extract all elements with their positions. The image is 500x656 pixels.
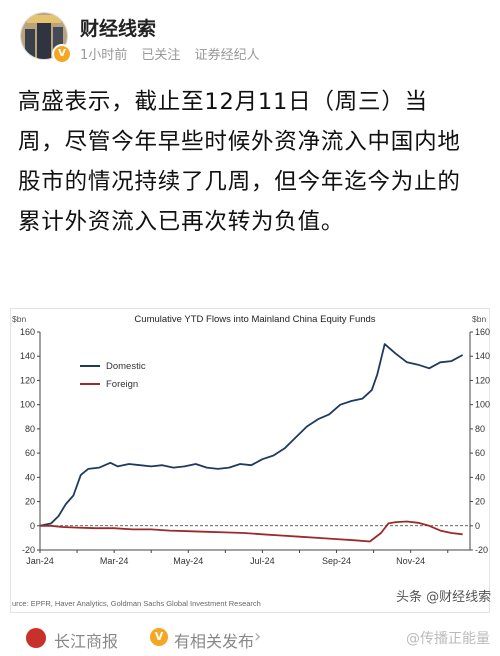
y-tick-label-right: 80 (475, 424, 485, 434)
post-meta: 1小时前 已关注 证券经纪人 (80, 44, 270, 63)
y-tick-label-right: 120 (475, 375, 490, 385)
y-axis-label-left: $bn (12, 314, 26, 324)
toutiao-watermark: 头条 @财经线索 (396, 590, 492, 605)
y-tick-label: 120 (20, 375, 35, 385)
y-tick-label: 0 (30, 521, 35, 531)
y-tick-label: 140 (20, 351, 35, 361)
post-header: V 财经线索 1小时前 已关注 证券经纪人 (0, 0, 500, 72)
chart-title: Cumulative YTD Flows into Mainland China… (134, 314, 375, 325)
x-tick-label: Jul-24 (250, 556, 275, 566)
x-tick-label: Nov-24 (396, 556, 425, 566)
follow-status[interactable]: 已关注 (141, 48, 181, 63)
verified-small-icon: V (150, 628, 168, 646)
source-logo-icon (26, 628, 46, 648)
x-tick-label: Sep-24 (322, 556, 351, 566)
legend-label: Foreign (106, 379, 138, 390)
x-tick-label: Jan-24 (26, 556, 54, 566)
x-tick-label: May-24 (173, 556, 203, 566)
post-time: 1小时前 (80, 48, 128, 63)
y-tick-label: -20 (22, 545, 35, 555)
y-axis-label-right: $bn (472, 314, 486, 324)
x-tick-label: Mar-24 (100, 556, 129, 566)
chart-frame (10, 308, 490, 613)
y-tick-label-right: 40 (475, 472, 485, 482)
y-tick-label-right: 60 (475, 448, 485, 458)
y-tick-label: 40 (25, 472, 35, 482)
post-text: 高盛表示，截止至12月11日（周三）当周，尽管今年早些时候外资净流入中国内地股市… (18, 89, 461, 235)
y-tick-label-right: 20 (475, 497, 485, 507)
series-line-domestic (39, 343, 464, 527)
y-tick-label-right: 0 (475, 521, 480, 531)
source-name[interactable]: 长江商报 (54, 632, 119, 651)
post-footer: 长江商报 V 有相关发布 › @传播正能量 (0, 620, 500, 656)
y-tick-label-right: 160 (475, 327, 490, 337)
related-link[interactable]: 有相关发布 (174, 632, 255, 651)
footer-watermark: @传播正能量 (406, 631, 490, 647)
y-tick-label-right: 100 (475, 400, 490, 410)
author-name[interactable]: 财经线索 (80, 18, 157, 40)
verified-badge-icon: V (52, 44, 72, 64)
flows-chart: Cumulative YTD Flows into Mainland China… (10, 308, 490, 613)
author-role: 证券经纪人 (194, 48, 260, 63)
chart-source: urce: EPFR, Haver Analytics, Goldman Sac… (12, 599, 261, 608)
y-tick-label: 100 (20, 400, 35, 410)
y-tick-label-right: 140 (475, 351, 490, 361)
y-tick-label: 80 (25, 424, 35, 434)
y-tick-label: 20 (25, 497, 35, 507)
series-line-foreign (40, 520, 463, 543)
y-tick-label: 60 (25, 448, 35, 458)
y-tick-label-right: -20 (475, 545, 488, 555)
legend-label: Domestic (106, 361, 146, 372)
chevron-right-icon[interactable]: › (254, 626, 262, 647)
y-tick-label: 160 (20, 327, 35, 337)
